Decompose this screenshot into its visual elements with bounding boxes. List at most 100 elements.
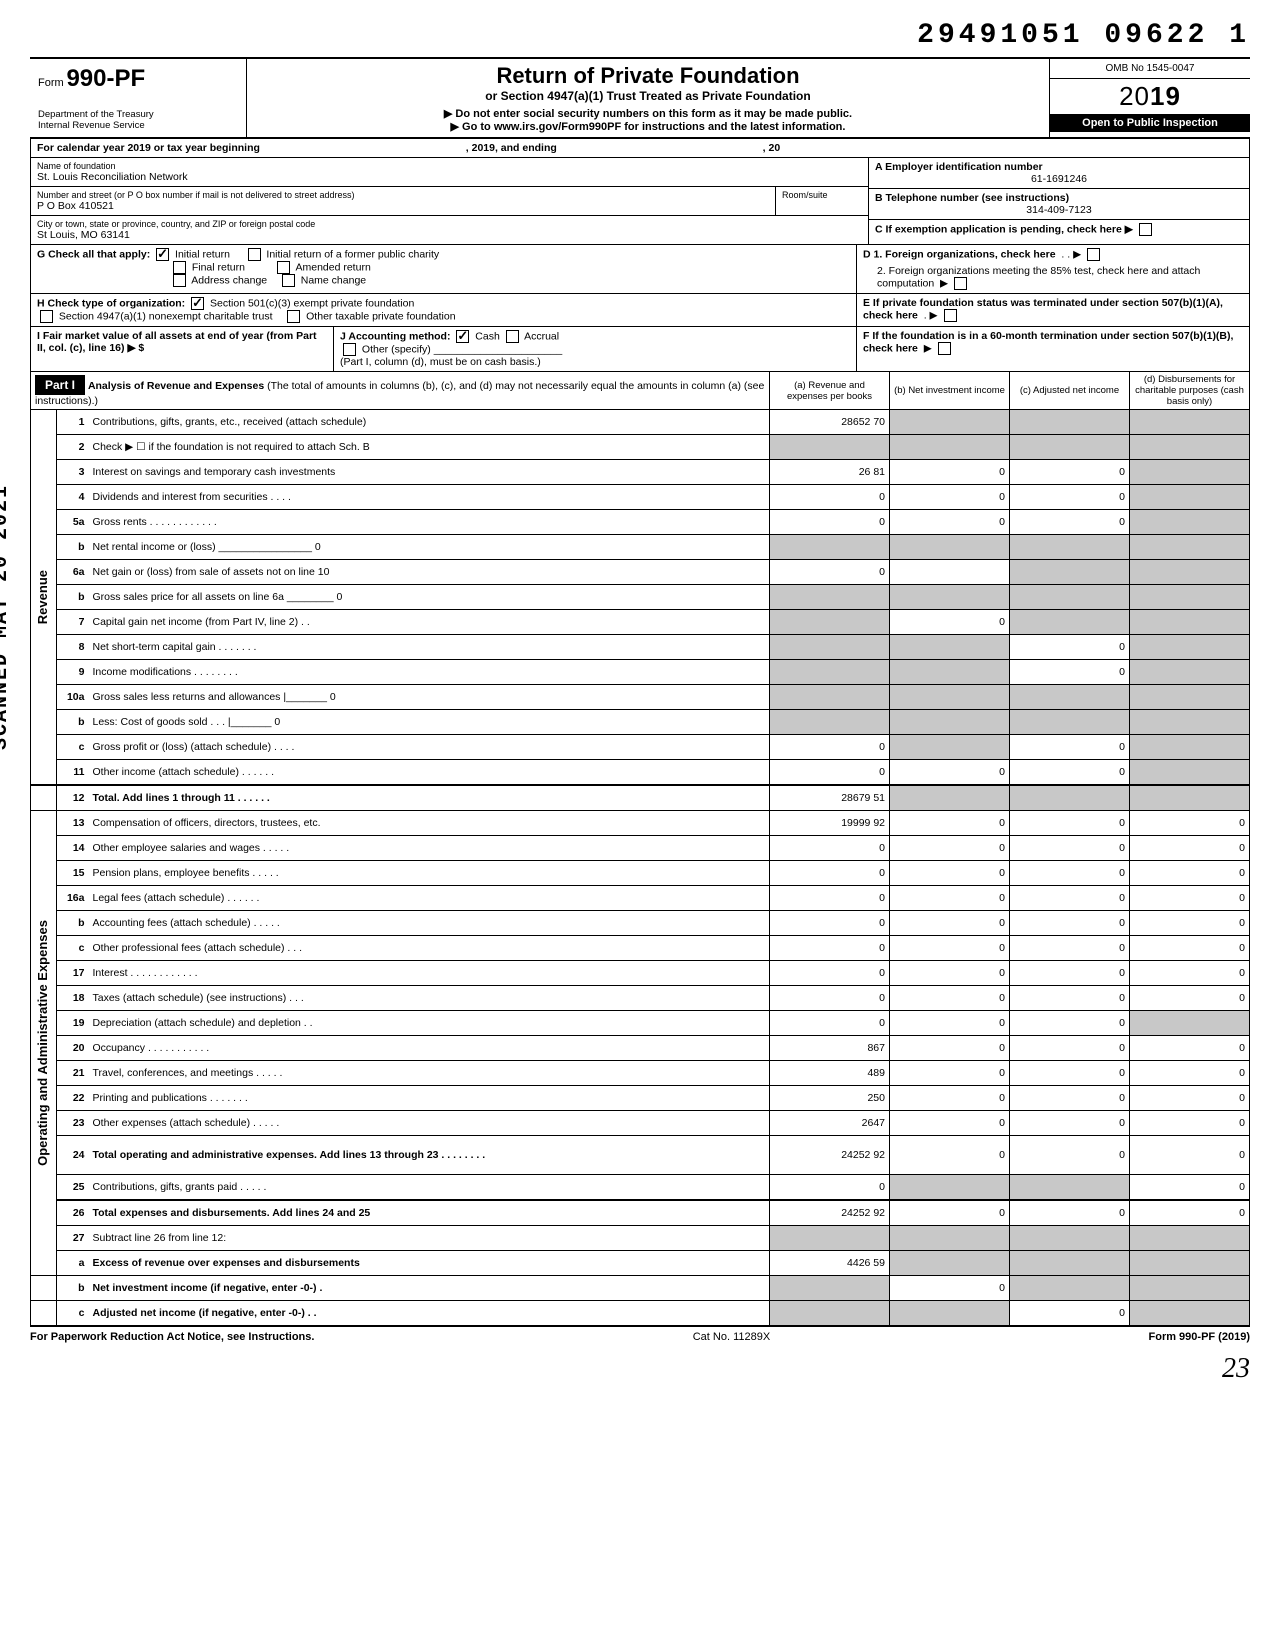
- line-3: Interest on savings and temporary cash i…: [89, 460, 770, 485]
- line-6a: Net gain or (loss) from sale of assets n…: [89, 560, 770, 585]
- line-21: Travel, conferences, and meetings . . . …: [89, 1061, 770, 1086]
- line-10b: Less: Cost of goods sold . . . |_______ …: [89, 710, 770, 735]
- line-8: Net short-term capital gain . . . . . . …: [89, 635, 770, 660]
- h-opt-1: Section 501(c)(3) exempt private foundat…: [210, 297, 414, 309]
- line-12: Total. Add lines 1 through 11 . . . . . …: [89, 785, 770, 811]
- city-label: City or town, state or province, country…: [37, 219, 862, 229]
- part1-label: Part I: [35, 375, 85, 395]
- cal-year-mid: , 2019, and ending: [466, 142, 557, 154]
- h-other-checkbox[interactable]: [287, 310, 300, 323]
- g-opt-5: Name change: [301, 274, 366, 286]
- open-inspection: Open to Public Inspection: [1050, 114, 1250, 132]
- expenses-section: Operating and Administrative Expenses: [31, 811, 57, 1276]
- box-d1-checkbox[interactable]: [1087, 248, 1100, 261]
- form-header: Form 990-PF Department of the Treasury I…: [30, 57, 1250, 139]
- box-c-checkbox[interactable]: [1139, 223, 1152, 236]
- box-f-checkbox[interactable]: [938, 342, 951, 355]
- line-14: Other employee salaries and wages . . . …: [89, 836, 770, 861]
- form-label: Form: [38, 77, 64, 89]
- line-1: Contributions, gifts, grants, etc., rece…: [89, 410, 770, 435]
- box-e-label: E If private foundation status was termi…: [863, 297, 1223, 321]
- g-name-change-checkbox[interactable]: [282, 274, 295, 287]
- name-label: Name of foundation: [37, 161, 862, 171]
- line-13: Compensation of officers, directors, tru…: [89, 811, 770, 836]
- foundation-name: St. Louis Reconciliation Network: [37, 171, 862, 183]
- line-19: Depreciation (attach schedule) and deple…: [89, 1011, 770, 1036]
- h-501c3-checkbox[interactable]: [191, 297, 204, 310]
- form-number: 990-PF: [66, 65, 145, 92]
- line-7: Capital gain net income (from Part IV, l…: [89, 610, 770, 635]
- box-f-label: F If the foundation is in a 60-month ter…: [863, 330, 1233, 354]
- line-16b: Accounting fees (attach schedule) . . . …: [89, 911, 770, 936]
- box-b-label: B Telephone number (see instructions): [875, 192, 1069, 204]
- footer-left: For Paperwork Reduction Act Notice, see …: [30, 1331, 314, 1343]
- j-note: (Part I, column (d), must be on cash bas…: [340, 356, 541, 368]
- form-note-1: ▶ Do not enter social security numbers o…: [255, 107, 1041, 120]
- line-22: Printing and publications . . . . . . .: [89, 1086, 770, 1111]
- g-label: G Check all that apply:: [37, 248, 150, 260]
- j-label: J Accounting method:: [340, 330, 450, 342]
- scan-stamp: SCANNED MAY 20 2021: [0, 484, 13, 750]
- j-cash-checkbox[interactable]: [456, 330, 469, 343]
- cal-year-end: , 20: [763, 142, 781, 154]
- line-5b: Net rental income or (loss) ____________…: [89, 535, 770, 560]
- room-label: Room/suite: [782, 190, 862, 200]
- part1-table: Part I Analysis of Revenue and Expenses …: [30, 372, 1250, 1327]
- h-4947-checkbox[interactable]: [40, 310, 53, 323]
- part1-title: Analysis of Revenue and Expenses: [88, 380, 264, 392]
- box-d2-label: 2. Foreign organizations meeting the 85%…: [877, 265, 1200, 289]
- g-opt-0: Initial return: [175, 248, 230, 260]
- j-accrual-checkbox[interactable]: [506, 330, 519, 343]
- box-d1-label: D 1. Foreign organizations, check here: [863, 248, 1056, 260]
- footer-mid: Cat No. 11289X: [693, 1331, 770, 1343]
- footer-right: Form 990-PF (2019): [1149, 1331, 1250, 1343]
- col-a-header: (a) Revenue and expenses per books: [770, 372, 890, 410]
- j-other-checkbox[interactable]: [343, 343, 356, 356]
- line-2: Check ▶ ☐ if the foundation is not requi…: [89, 435, 770, 460]
- col-b-header: (b) Net investment income: [890, 372, 1010, 410]
- h-opt-2: Section 4947(a)(1) nonexempt charitable …: [59, 310, 273, 322]
- g-initial-former-checkbox[interactable]: [248, 248, 261, 261]
- col-c-header: (c) Adjusted net income: [1010, 372, 1130, 410]
- omb-number: OMB No 1545-0047: [1050, 59, 1250, 79]
- line-20: Occupancy . . . . . . . . . . .: [89, 1036, 770, 1061]
- col-d-header: (d) Disbursements for charitable purpose…: [1130, 372, 1250, 410]
- line-10a: Gross sales less returns and allowances …: [89, 685, 770, 710]
- g-amended-return-checkbox[interactable]: [277, 261, 290, 274]
- dept-treasury: Department of the Treasury: [38, 109, 238, 120]
- j-cash: Cash: [475, 330, 500, 342]
- line-9: Income modifications . . . . . . . .: [89, 660, 770, 685]
- i-label: I Fair market value of all assets at end…: [37, 330, 317, 354]
- line-26: Total expenses and disbursements. Add li…: [89, 1200, 770, 1226]
- line-5a: Gross rents . . . . . . . . . . . .: [89, 510, 770, 535]
- line-24: Total operating and administrative expen…: [89, 1136, 770, 1175]
- line-25: Contributions, gifts, grants paid . . . …: [89, 1175, 770, 1201]
- line-18: Taxes (attach schedule) (see instruction…: [89, 986, 770, 1011]
- g-address-change-checkbox[interactable]: [173, 274, 186, 287]
- dept-irs: Internal Revenue Service: [38, 120, 238, 131]
- g-final-return-checkbox[interactable]: [173, 261, 186, 274]
- g-initial-return-checkbox[interactable]: [156, 248, 169, 261]
- g-opt-4: Address change: [191, 274, 267, 286]
- line-6b: Gross sales price for all assets on line…: [89, 585, 770, 610]
- line-4: Dividends and interest from securities .…: [89, 485, 770, 510]
- tracking-number: 29491051 09622 1: [30, 20, 1250, 51]
- g-opt-2: Final return: [192, 261, 245, 273]
- line-27: Subtract line 26 from line 12:: [89, 1226, 770, 1251]
- box-e-checkbox[interactable]: [944, 309, 957, 322]
- form-subtitle: or Section 4947(a)(1) Trust Treated as P…: [255, 89, 1041, 103]
- j-other: Other (specify): [362, 343, 431, 355]
- form-note-2: ▶ Go to www.irs.gov/Form990PF for instru…: [255, 120, 1041, 133]
- box-d2-checkbox[interactable]: [954, 277, 967, 290]
- form-title: Return of Private Foundation: [255, 63, 1041, 89]
- line-27c: Adjusted net income (if negative, enter …: [89, 1301, 770, 1327]
- box-c-label: C If exemption application is pending, c…: [875, 223, 1133, 235]
- line-16a: Legal fees (attach schedule) . . . . . .: [89, 886, 770, 911]
- h-opt-3: Other taxable private foundation: [306, 310, 455, 322]
- h-label: H Check type of organization:: [37, 297, 185, 309]
- cal-year-begin: For calendar year 2019 or tax year begin…: [37, 142, 260, 154]
- foundation-address: P O Box 410521: [37, 200, 769, 212]
- calendar-year-row: For calendar year 2019 or tax year begin…: [30, 139, 1250, 158]
- line-23: Other expenses (attach schedule) . . . .…: [89, 1111, 770, 1136]
- g-opt-1: Initial return of a former public charit…: [266, 248, 439, 260]
